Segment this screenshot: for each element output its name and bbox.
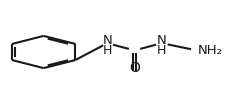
Text: N: N [102,33,112,47]
Text: H: H [157,44,166,57]
Text: H: H [103,44,112,57]
Text: N: N [157,33,167,47]
Text: NH₂: NH₂ [198,44,223,57]
Text: O: O [129,61,140,75]
